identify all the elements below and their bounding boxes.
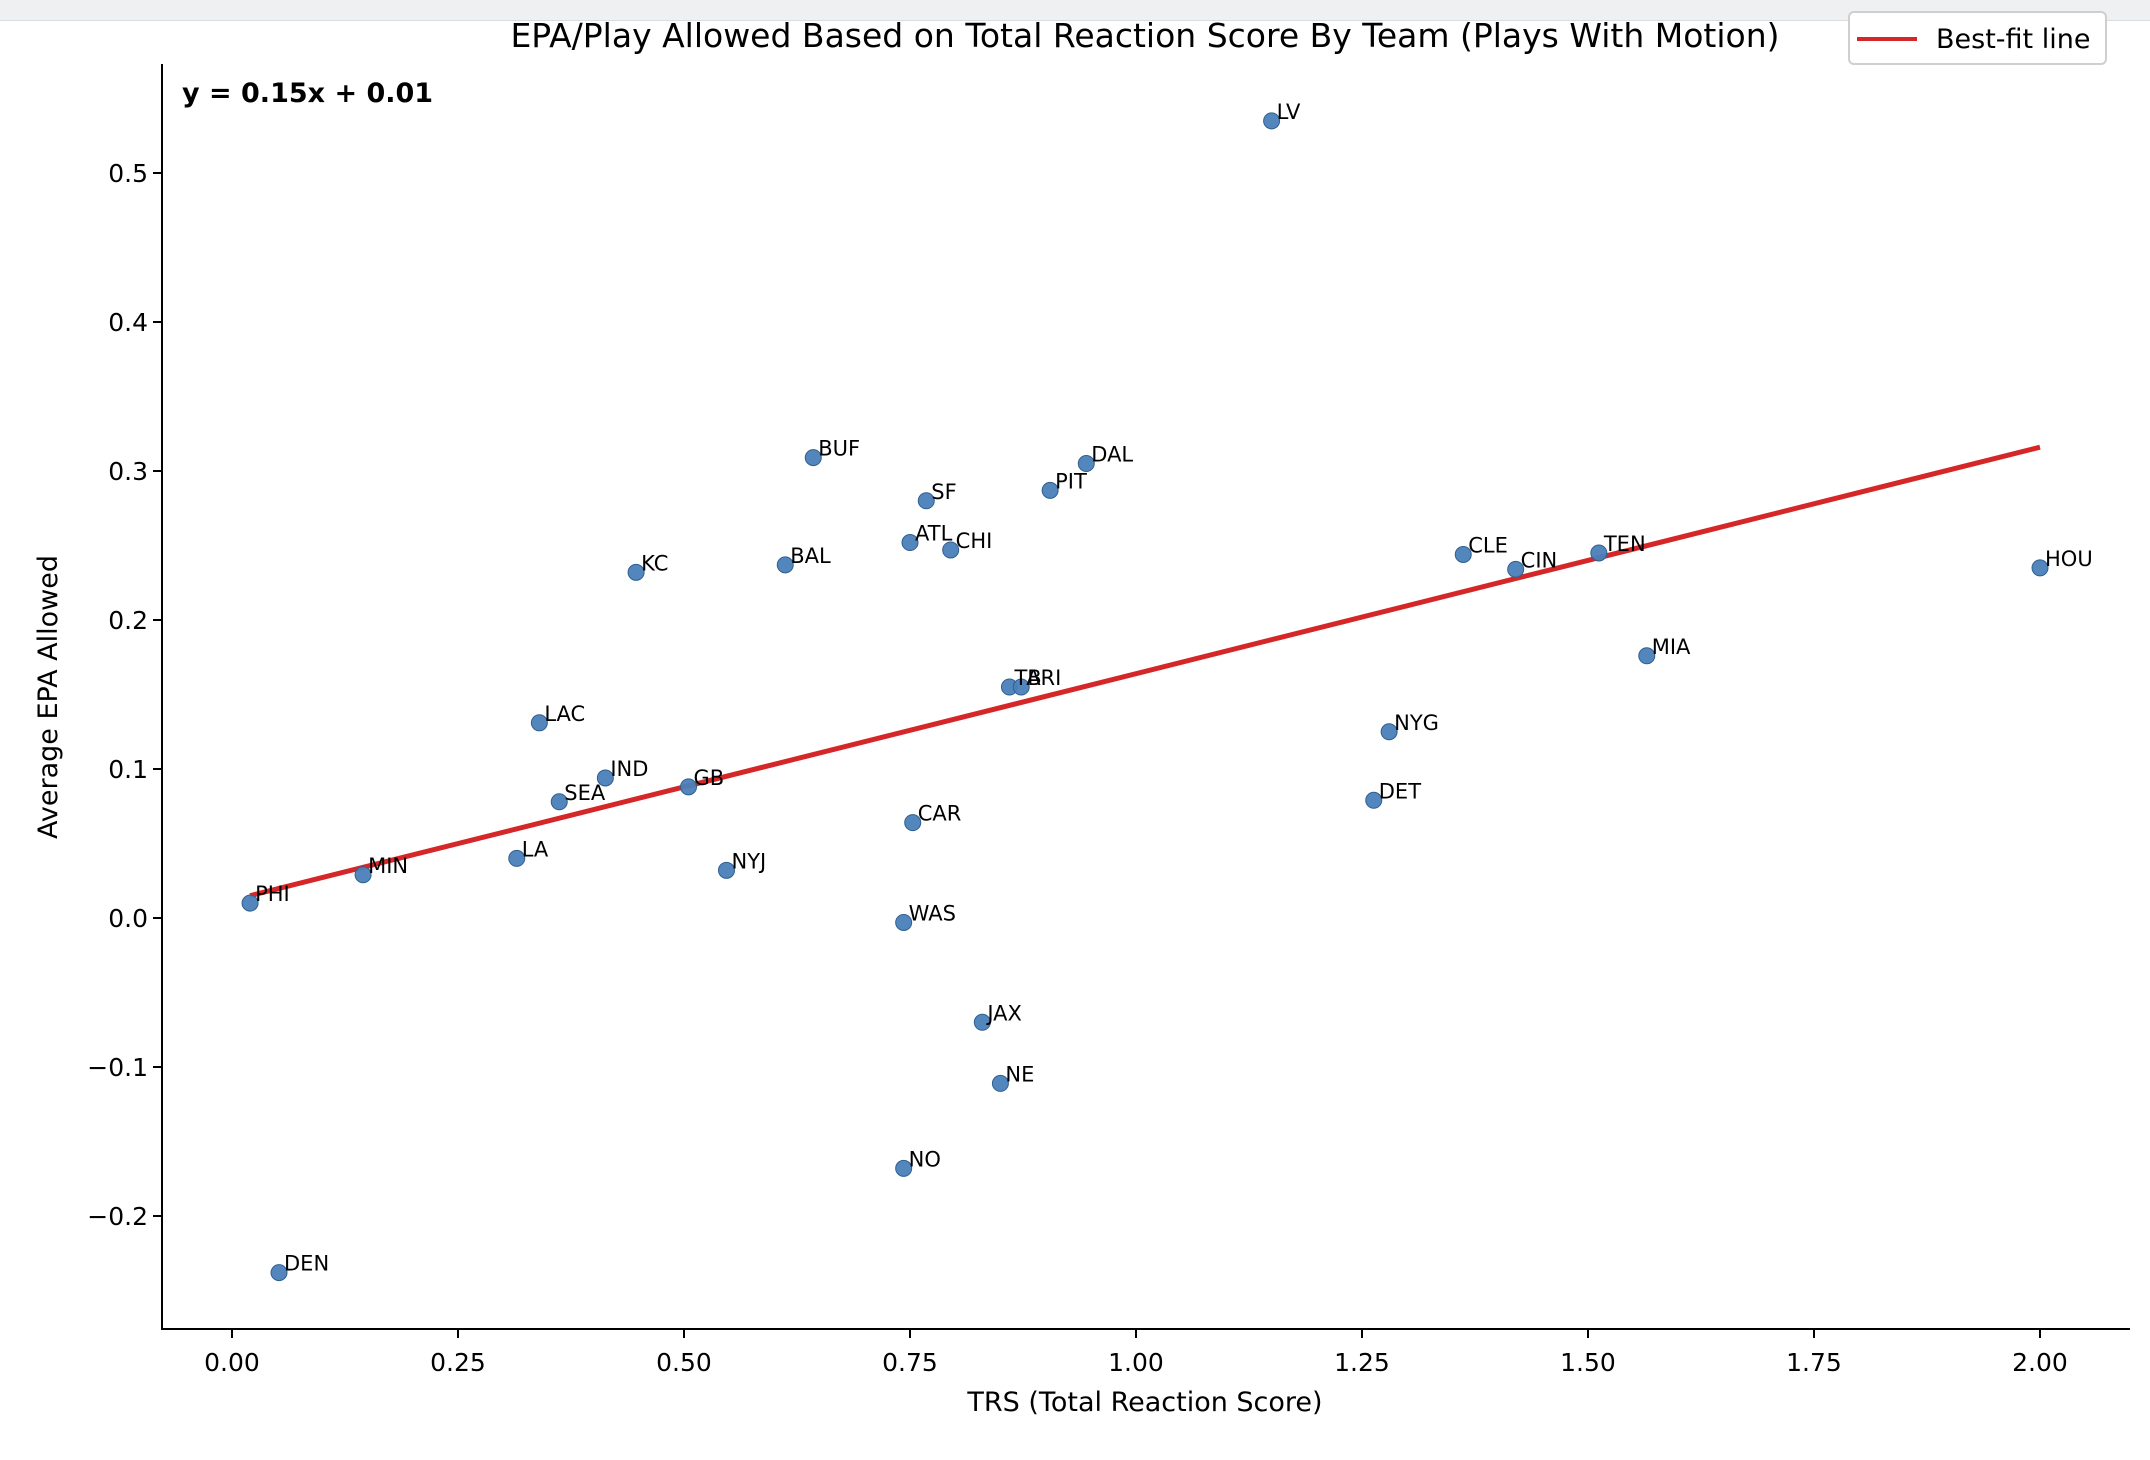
data-point-den xyxy=(270,1264,288,1282)
data-point-cin xyxy=(1507,560,1525,578)
point-label-car: CAR xyxy=(918,802,962,826)
point-label-bal: BAL xyxy=(790,544,831,568)
data-points xyxy=(241,112,2049,1282)
data-point-ten xyxy=(1590,544,1608,562)
point-label-sf: SF xyxy=(931,480,956,504)
point-label-buf: BUF xyxy=(818,437,860,461)
point-label-ari: ARI xyxy=(1026,666,1061,690)
data-point-pit xyxy=(1041,481,1059,499)
point-label-mia: MIA xyxy=(1652,635,1691,659)
point-label-dal: DAL xyxy=(1091,443,1133,467)
x-tick-label: 1.50 xyxy=(1560,1348,1616,1377)
point-label-chi: CHI xyxy=(956,529,993,553)
data-point-la xyxy=(508,849,526,867)
data-point-ne xyxy=(991,1074,1009,1092)
x-tick-label: 0.50 xyxy=(656,1348,712,1377)
x-axis-label: TRS (Total Reaction Score) xyxy=(966,1387,1322,1418)
x-tick-label: 1.75 xyxy=(1786,1348,1842,1377)
data-point-min xyxy=(354,866,372,884)
point-label-pit: PIT xyxy=(1055,469,1087,493)
point-label-ne: NE xyxy=(1005,1062,1034,1086)
window-top-bar xyxy=(0,0,2150,21)
data-point-atl xyxy=(901,534,919,552)
y-tick-label: 0.1 xyxy=(108,755,148,784)
point-label-den: DEN xyxy=(284,1252,329,1276)
y-tick-label: 0.2 xyxy=(108,606,148,635)
data-point-jax xyxy=(973,1013,991,1031)
point-label-jax: JAX xyxy=(985,1001,1022,1025)
data-point-nyj xyxy=(717,861,735,879)
data-point-lac xyxy=(530,714,548,732)
data-point-ari xyxy=(1012,678,1030,696)
best-fit-line xyxy=(249,444,2041,899)
point-label-sea: SEA xyxy=(564,781,606,805)
data-point-no xyxy=(895,1159,913,1177)
data-point-lv xyxy=(1263,112,1281,130)
point-label-tb: TB xyxy=(1013,666,1041,690)
x-tick-label: 1.00 xyxy=(1108,1348,1164,1377)
point-label-kc: KC xyxy=(641,551,668,575)
x-tick-label: 2.00 xyxy=(2012,1348,2068,1377)
data-point-buf xyxy=(804,449,822,467)
point-label-la: LA xyxy=(522,837,549,861)
data-point-phi xyxy=(241,894,259,912)
point-label-nyj: NYJ xyxy=(731,849,766,873)
data-point-car xyxy=(904,814,922,832)
chart-title: EPA/Play Allowed Based on Total Reaction… xyxy=(510,16,1779,55)
y-tick-label: 0.3 xyxy=(108,457,148,486)
y-tick-label: 0.4 xyxy=(108,308,148,337)
data-point-kc xyxy=(627,563,645,581)
data-point-det xyxy=(1365,791,1383,809)
point-label-ind: IND xyxy=(610,757,648,781)
data-point-labels: LV BUF DAL SF PIT ATL CHI BAL KC CLE CIN TEN HOU MIA T… xyxy=(255,100,2093,1276)
point-label-lac: LAC xyxy=(544,702,585,726)
data-point-dal xyxy=(1077,455,1095,473)
y-tick-label: −0.1 xyxy=(87,1053,148,1082)
legend-label: Best-fit line xyxy=(1936,24,2090,55)
point-label-lv: LV xyxy=(1277,100,1301,124)
y-tick-label: 0.5 xyxy=(108,159,148,188)
y-tick-label: −0.2 xyxy=(87,1202,148,1231)
data-point-was xyxy=(895,913,913,931)
data-point-nyg xyxy=(1380,723,1398,741)
chart-axes xyxy=(161,64,2130,1330)
data-point-hou xyxy=(2031,559,2049,577)
data-point-cle xyxy=(1454,545,1472,563)
point-label-gb: GB xyxy=(694,766,725,790)
x-tick-label: 0.00 xyxy=(204,1348,260,1377)
legend-box xyxy=(1848,11,2107,65)
data-point-chi xyxy=(942,541,960,559)
point-label-no: NO xyxy=(909,1147,941,1171)
data-point-bal xyxy=(776,556,794,574)
point-label-atl: ATL xyxy=(915,522,953,546)
x-tick-label: 0.75 xyxy=(882,1348,938,1377)
data-point-sea xyxy=(550,793,568,811)
y-axis-label: Average EPA Allowed xyxy=(33,555,64,839)
fit-equation: y = 0.15x + 0.01 xyxy=(182,78,433,109)
chart-legend: Best-fit line xyxy=(1848,11,2107,65)
data-point-ind xyxy=(596,769,614,787)
data-point-gb xyxy=(680,778,698,796)
y-ticks: −0.2 −0.1 0.0 0.1 0.2 0.3 0.4 0.5 xyxy=(87,159,162,1231)
point-label-cle: CLE xyxy=(1468,533,1508,557)
x-tick-label: 0.25 xyxy=(430,1348,486,1377)
point-label-nyg: NYG xyxy=(1394,711,1439,735)
point-label-hou: HOU xyxy=(2045,547,2093,571)
data-point-sf xyxy=(917,492,935,510)
point-label-cin: CIN xyxy=(1521,548,1558,572)
data-point-mia xyxy=(1638,647,1656,665)
point-label-min: MIN xyxy=(368,854,408,878)
point-label-was: WAS xyxy=(909,901,956,925)
x-ticks: 0.00 0.25 0.50 0.75 1.00 1.25 1.50 1.75 2.00 xyxy=(204,1329,2068,1377)
x-tick-label: 1.25 xyxy=(1334,1348,1390,1377)
point-label-ten: TEN xyxy=(1603,532,1646,556)
y-tick-label: 0.0 xyxy=(108,904,148,933)
point-label-det: DET xyxy=(1379,779,1421,803)
point-label-phi: PHI xyxy=(255,882,290,906)
